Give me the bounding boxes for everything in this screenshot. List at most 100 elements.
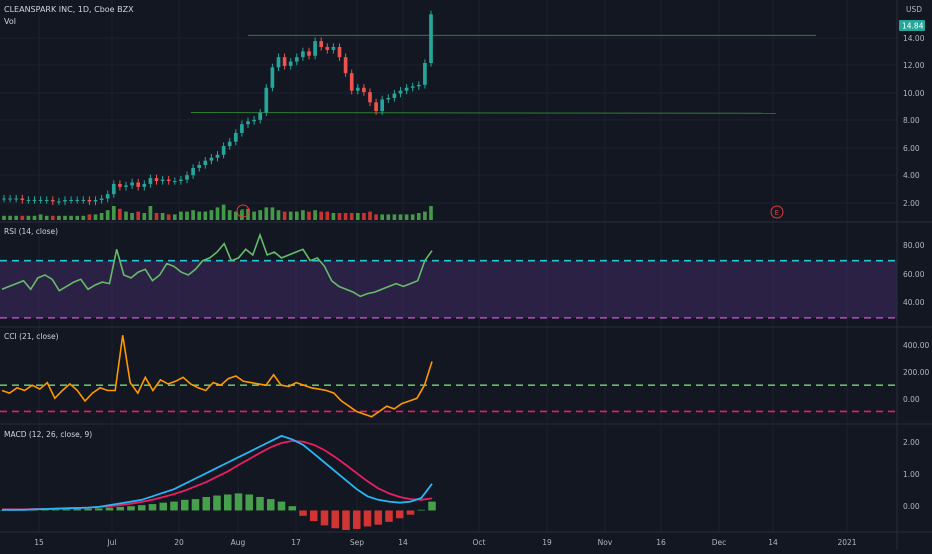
time-tick: Oct <box>473 538 486 547</box>
volume-bar <box>160 213 165 220</box>
macd-histogram-bar <box>277 501 286 511</box>
candle-body <box>191 167 195 176</box>
volume-bar <box>124 211 128 220</box>
volume-bar <box>57 215 61 220</box>
macd-histogram-bar <box>309 510 318 522</box>
macd-histogram-bar <box>116 506 125 511</box>
volume-bar <box>20 215 25 220</box>
macd-histogram-bar <box>191 499 200 511</box>
macd-histogram-bar <box>374 510 383 525</box>
cci-line <box>1 335 433 418</box>
macd-histogram-bar <box>137 505 146 511</box>
time-tick: 17 <box>291 538 301 547</box>
last-price-badge <box>899 20 925 31</box>
volume-bar <box>398 214 403 220</box>
candle-body <box>130 182 134 186</box>
macd-tick: 1.00 <box>903 470 920 479</box>
candle-body <box>404 87 409 91</box>
time-tick: Dec <box>712 538 727 547</box>
rsi-tick: 40.00 <box>903 298 925 307</box>
candle-body <box>81 199 86 201</box>
rsi-line <box>1 232 433 298</box>
macd-histogram-bar <box>342 510 350 530</box>
candle-body <box>343 57 348 74</box>
volume-bar <box>410 214 415 220</box>
rsi-tick: 80.00 <box>903 241 925 250</box>
time-axis[interactable]: 15 Jul 20 Aug 17 Sep 14 Oct 19 Nov 16 De… <box>34 538 857 547</box>
volume-bar <box>166 214 171 220</box>
candle-body <box>282 57 287 66</box>
candle-body <box>270 67 275 88</box>
volume-bar <box>423 211 427 220</box>
earnings-marker[interactable]: E <box>770 205 784 219</box>
candle-body <box>362 87 366 93</box>
price-tick: 8.00 <box>903 116 920 125</box>
candle-body <box>429 14 433 63</box>
macd-histogram-bar <box>159 502 168 511</box>
macd-histogram-bar <box>363 510 372 527</box>
time-tick: 20 <box>174 538 184 547</box>
volume-bar <box>191 210 195 220</box>
volume-bar <box>203 211 208 220</box>
currency-label: USD <box>906 5 922 14</box>
volume-bar <box>313 210 317 220</box>
candle-body <box>374 102 378 112</box>
candle-body <box>38 199 43 201</box>
volume-bar <box>63 215 67 220</box>
candle-body <box>380 99 385 112</box>
time-tick: 16 <box>656 538 666 547</box>
price-tick: 6.00 <box>903 144 920 153</box>
volume-label: Vol <box>4 17 16 26</box>
indicators <box>0 232 897 530</box>
price-tick: 14.00 <box>903 34 925 43</box>
macd-histogram-bar <box>299 510 307 516</box>
candle-body <box>392 93 397 98</box>
volume-bar <box>301 210 305 220</box>
macd-histogram-bar <box>180 499 189 511</box>
rsi-band <box>0 260 897 318</box>
volume-bar <box>374 214 378 220</box>
candle-body <box>105 194 110 199</box>
volume-bar <box>429 206 433 220</box>
earnings-marker[interactable]: E <box>236 204 250 218</box>
price-tick: 4.00 <box>903 171 920 180</box>
volume-bar <box>87 214 92 220</box>
cci-tick: 200.00 <box>903 368 929 377</box>
candle-body <box>233 132 238 142</box>
rsi-tick: 60.00 <box>903 270 925 279</box>
candle-body <box>368 92 372 103</box>
candle-body <box>325 46 330 50</box>
candle-body <box>246 121 250 125</box>
time-tick: 19 <box>542 538 552 547</box>
volume-bar <box>179 211 183 220</box>
candle-body <box>240 124 244 133</box>
macd-tick: 0.00 <box>903 502 920 511</box>
volume-bar <box>142 213 147 220</box>
macd-histogram-bar <box>331 510 340 529</box>
macd-histogram-bar <box>428 501 436 511</box>
volume-bar <box>75 215 80 220</box>
price-axis[interactable]: 14.00 12.00 10.00 8.00 6.00 4.00 2.00 <box>903 34 925 208</box>
candle-body <box>142 183 147 187</box>
volume-bar <box>294 211 299 220</box>
candle-body <box>349 73 354 91</box>
candle-body <box>124 185 128 187</box>
volume-bar <box>343 213 348 220</box>
volume-bar <box>8 215 12 220</box>
macd-histogram-bar <box>245 494 254 511</box>
volume-bar <box>368 211 372 220</box>
volume-bar <box>197 211 202 220</box>
macd-histogram-bar <box>223 494 232 511</box>
candle-body <box>160 179 165 182</box>
candle-body <box>111 183 116 195</box>
macd-histogram-bar <box>84 508 92 511</box>
volume-bar <box>69 215 73 220</box>
volume-bars <box>2 204 433 220</box>
candle-body <box>386 97 391 100</box>
macd-tick: 2.00 <box>903 438 920 447</box>
volume-bar <box>380 214 385 220</box>
trendlines[interactable] <box>190 34 816 114</box>
cci-tick: 0.00 <box>903 395 920 404</box>
